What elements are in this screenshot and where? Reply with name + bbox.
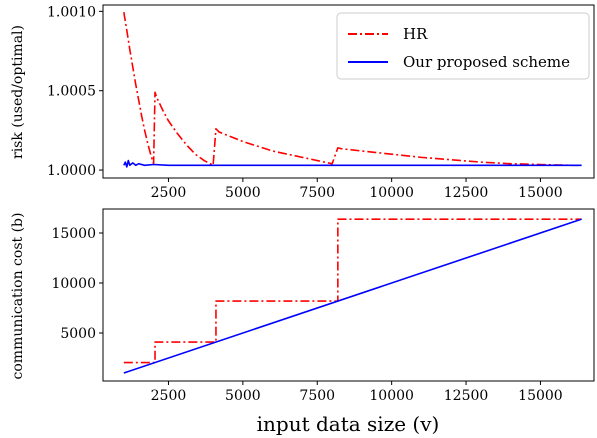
risk-y-tick-label: 1.0010 bbox=[47, 4, 96, 20]
risk-x-tick-label: 7500 bbox=[299, 185, 335, 201]
risk-x-tick-label: 12500 bbox=[444, 185, 489, 201]
communication-y-axis-label: communication cost (b) bbox=[10, 213, 26, 380]
x-axis-label: input data size (v) bbox=[257, 412, 440, 436]
risk-x-tick-label: 5000 bbox=[225, 185, 261, 201]
comm-x-tick-label: 12500 bbox=[444, 388, 489, 404]
risk-x-tick-label: 10000 bbox=[369, 185, 414, 201]
comm-y-tick-label: 5000 bbox=[60, 326, 96, 342]
risk-panel: 2500 5000 7500 10000 12500 15000 1.0000 1.0005 1… bbox=[10, 4, 595, 201]
legend-box bbox=[336, 12, 590, 80]
comm-x-tick-label: 2500 bbox=[151, 388, 187, 404]
comm-y-tick-label: 15000 bbox=[51, 226, 96, 242]
comm-series-proposed-line bbox=[123, 218, 582, 374]
risk-series-hr-line bbox=[123, 12, 582, 167]
communication-panel-frame bbox=[102, 208, 595, 382]
comm-y-tick-label: 10000 bbox=[51, 276, 96, 292]
risk-y-axis-label: risk (used/optimal) bbox=[10, 25, 26, 159]
risk-x-tick-label: 15000 bbox=[518, 185, 563, 201]
risk-x-tick-label: 2500 bbox=[151, 185, 187, 201]
legend-hr-label: HR bbox=[403, 25, 428, 43]
legend-proposed-label: Our proposed scheme bbox=[403, 53, 570, 71]
comm-x-tick-label: 15000 bbox=[518, 388, 563, 404]
risk-y-tick-label: 1.0005 bbox=[47, 84, 96, 100]
risk-y-tick-label: 1.0000 bbox=[47, 163, 96, 179]
comm-series-hr-line bbox=[123, 218, 582, 364]
risk-series-proposed-line bbox=[123, 159, 582, 168]
comm-x-tick-label: 5000 bbox=[225, 388, 261, 404]
comm-x-tick-label: 10000 bbox=[369, 388, 414, 404]
communication-panel: 2500 5000 7500 10000 12500 15000 5000 10000 1500… bbox=[10, 208, 595, 436]
risk-panel-frame bbox=[102, 4, 595, 179]
legend: HR Our proposed scheme bbox=[336, 12, 590, 80]
comm-x-tick-label: 7500 bbox=[299, 388, 335, 404]
